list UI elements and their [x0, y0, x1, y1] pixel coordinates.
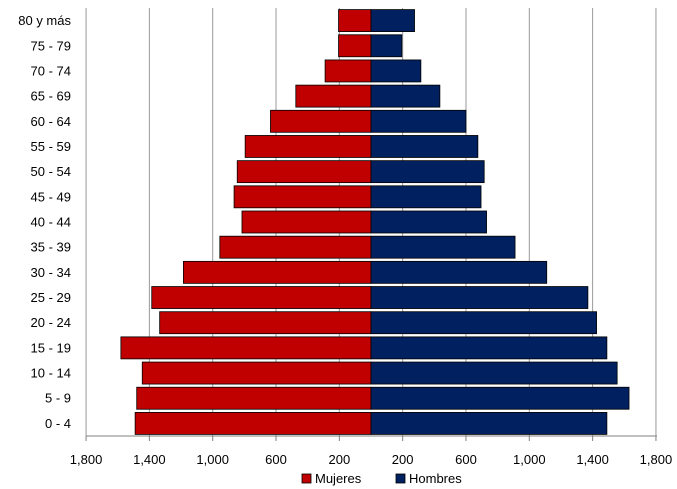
- category-label-2: 10 - 14: [31, 366, 71, 381]
- bar-mujeres-0: [134, 412, 372, 435]
- x-tick-label-9: 1,800: [640, 452, 673, 467]
- bar-hombres-5: [370, 286, 589, 309]
- x-tick-label-7: 1,000: [513, 452, 546, 467]
- bar-mujeres-4: [159, 311, 372, 335]
- bar-hombres-3: [370, 336, 608, 360]
- category-label-9: 45 - 49: [31, 189, 71, 204]
- category-label-12: 60 - 64: [31, 114, 71, 129]
- legend-hombres-label: Hombres: [409, 471, 462, 486]
- bar-hombres-8: [370, 210, 487, 234]
- bar-mujeres-15: [338, 34, 372, 58]
- bar-mujeres-11: [244, 135, 372, 158]
- bar-hombres-15: [370, 34, 403, 58]
- bar-mujeres-14: [324, 59, 372, 83]
- category-label-5: 25 - 29: [31, 290, 71, 305]
- bar-mujeres-1: [136, 386, 372, 410]
- x-tick-label-6: 600: [455, 452, 477, 467]
- bar-hombres-0: [370, 412, 608, 435]
- category-label-6: 30 - 34: [31, 265, 71, 280]
- bar-hombres-13: [370, 84, 441, 108]
- category-label-8: 40 - 44: [31, 215, 71, 230]
- bar-mujeres-13: [295, 84, 372, 108]
- legend-mujeres-swatch: [301, 473, 312, 484]
- legend-hombres-swatch: [395, 473, 406, 484]
- x-tick-label-4: 200: [328, 452, 350, 467]
- x-tick-label-2: 1,000: [196, 452, 229, 467]
- bar-mujeres-6: [183, 260, 372, 284]
- x-tick-label-0: 1,800: [70, 452, 103, 467]
- bar-mujeres-7: [219, 235, 372, 259]
- bar-mujeres-9: [233, 185, 372, 209]
- category-label-1: 5 - 9: [45, 391, 71, 406]
- bar-mujeres-8: [241, 210, 372, 234]
- bar-hombres-7: [370, 235, 516, 259]
- category-label-16: 80 y más: [18, 13, 71, 28]
- bar-mujeres-3: [120, 336, 372, 360]
- bar-hombres-14: [370, 59, 422, 83]
- bar-hombres-4: [370, 311, 597, 335]
- bar-hombres-2: [370, 361, 618, 385]
- bar-hombres-11: [370, 135, 479, 158]
- category-label-13: 65 - 69: [31, 89, 71, 104]
- category-label-0: 0 - 4: [45, 416, 71, 431]
- category-label-7: 35 - 39: [31, 240, 71, 255]
- bar-hombres-6: [370, 260, 548, 284]
- bar-mujeres-2: [141, 361, 372, 385]
- x-tick-label-1: 1,400: [133, 452, 166, 467]
- category-label-3: 15 - 19: [31, 340, 71, 355]
- bar-hombres-12: [370, 109, 467, 133]
- x-tick-label-3: 600: [265, 452, 287, 467]
- bar-hombres-10: [370, 160, 485, 184]
- bar-hombres-16: [370, 9, 415, 32]
- category-label-4: 20 - 24: [31, 315, 71, 330]
- legend: Mujeres Hombres: [301, 471, 462, 486]
- category-label-15: 75 - 79: [31, 38, 71, 53]
- bar-mujeres-5: [151, 286, 372, 309]
- bars: [120, 9, 630, 435]
- bar-mujeres-16: [338, 9, 372, 32]
- x-tick-label-5: 200: [392, 452, 414, 467]
- x-tick-label-8: 1,400: [576, 452, 609, 467]
- category-label-11: 55 - 59: [31, 139, 71, 154]
- bar-hombres-1: [370, 386, 630, 410]
- category-label-14: 70 - 74: [31, 63, 71, 78]
- legend-mujeres-label: Mujeres: [315, 471, 362, 486]
- bar-hombres-9: [370, 185, 482, 209]
- bar-mujeres-12: [270, 109, 372, 133]
- bar-mujeres-10: [236, 160, 372, 184]
- category-label-10: 50 - 54: [31, 164, 71, 179]
- axes: 0 - 4 5 - 9 10 - 14 15 - 19 20 - 24 25 - 29 30…: [18, 13, 672, 467]
